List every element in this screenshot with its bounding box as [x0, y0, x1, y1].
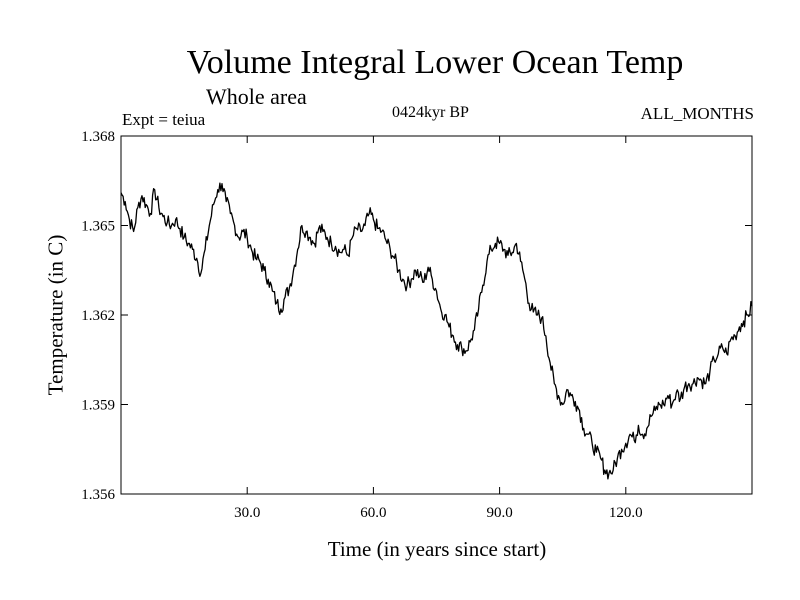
y-tick-label: 1.362 [81, 308, 115, 324]
plot-frame [120, 135, 753, 495]
x-tick-label: 30.0 [234, 505, 260, 521]
y-tick-label: 1.368 [81, 129, 115, 145]
y-tick-label: 1.359 [81, 398, 115, 414]
x-tick-label: 60.0 [360, 505, 386, 521]
x-tick-label: 120.0 [609, 505, 643, 521]
chart-title: Volume Integral Lower Ocean Temp [186, 44, 684, 81]
period-label: 0424kyr BP [392, 104, 469, 121]
chart-subtitle: Whole area [206, 84, 307, 109]
x-axis-label: Time (in years since start) [327, 537, 547, 561]
series-line [120, 182, 753, 480]
y-tick-label: 1.356 [81, 487, 115, 503]
x-tick-label: 90.0 [486, 505, 512, 521]
months-label: ALL_MONTHS [640, 104, 754, 123]
y-tick-label: 1.365 [81, 219, 115, 235]
experiment-label: Expt = teiua [122, 110, 206, 129]
